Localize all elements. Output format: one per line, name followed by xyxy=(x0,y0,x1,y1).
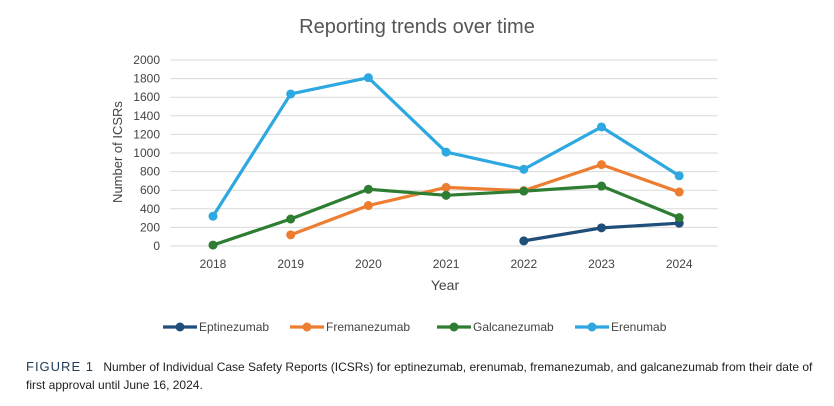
x-tick-labels: 2018 2019 2020 2021 2022 2023 2024 xyxy=(200,257,693,271)
legend-label-galcanezumab: Galcanezumab xyxy=(473,320,554,334)
y-tick-1600: 1600 xyxy=(133,90,160,104)
legend-label-erenumab: Erenumab xyxy=(611,320,667,334)
y-tick-0: 0 xyxy=(153,239,160,253)
y-tick-200: 200 xyxy=(140,220,160,234)
point-eptinezumab-2023 xyxy=(597,223,606,233)
series-line-fremanezumab xyxy=(290,163,680,237)
x-tick-2020: 2020 xyxy=(355,257,382,271)
point-erenumab-2021 xyxy=(441,147,451,157)
y-tick-800: 800 xyxy=(140,165,160,179)
y-axis-label: Number of ICSRs xyxy=(110,101,125,203)
point-erenumab-2018 xyxy=(208,211,218,221)
figure-caption: FIGURE 1 Number of Individual Case Safet… xyxy=(26,358,816,394)
y-tick-1800: 1800 xyxy=(133,72,160,86)
y-tick-1200: 1200 xyxy=(133,127,160,141)
x-axis-label: Year xyxy=(431,277,460,293)
series-lines xyxy=(211,76,681,247)
legend-label-fremanezumab: Fremanezumab xyxy=(326,320,410,334)
x-tick-2022: 2022 xyxy=(510,257,537,271)
point-erenumab-2022 xyxy=(519,164,529,174)
x-tick-2024: 2024 xyxy=(666,257,693,271)
y-tick-400: 400 xyxy=(140,202,160,216)
point-galcanezumab-2024 xyxy=(674,213,684,223)
legend-item-fremanezumab: Fremanezumab xyxy=(290,320,410,334)
point-erenumab-2019 xyxy=(286,89,296,99)
legend-marker-eptinezumab xyxy=(175,322,185,332)
figure-label: FIGURE 1 xyxy=(26,359,94,374)
point-fremanezumab-2019 xyxy=(286,230,296,240)
line-chart: Reporting trends over time 0 200 400 600 800… xyxy=(110,16,718,334)
y-tick-600: 600 xyxy=(140,183,160,197)
x-tick-2021: 2021 xyxy=(433,257,460,271)
point-erenumab-2020 xyxy=(363,73,373,83)
y-tick-1400: 1400 xyxy=(133,109,160,123)
x-tick-2019: 2019 xyxy=(277,257,304,271)
legend-marker-galcanezumab xyxy=(449,322,459,332)
series-points xyxy=(208,73,684,250)
point-galcanezumab-2018 xyxy=(208,240,218,250)
point-fremanezumab-2023 xyxy=(597,160,606,170)
y-tick-1000: 1000 xyxy=(133,146,160,160)
point-galcanezumab-2020 xyxy=(363,184,373,194)
legend-marker-fremanezumab xyxy=(302,322,312,332)
point-galcanezumab-2023 xyxy=(597,181,606,191)
legend-item-erenumab: Erenumab xyxy=(575,320,667,334)
x-tick-2023: 2023 xyxy=(588,257,615,271)
point-fremanezumab-2024 xyxy=(674,187,684,197)
point-erenumab-2024 xyxy=(674,171,684,181)
chart-title: Reporting trends over time xyxy=(299,16,535,38)
point-fremanezumab-2020 xyxy=(363,201,373,211)
legend-item-eptinezumab: Eptinezumab xyxy=(163,320,269,334)
y-tick-2000: 2000 xyxy=(133,53,160,67)
point-eptinezumab-2022 xyxy=(519,236,529,246)
figure-caption-text: Number of Individual Case Safety Reports… xyxy=(26,360,813,392)
legend-marker-erenumab xyxy=(587,322,597,332)
point-galcanezumab-2022 xyxy=(519,186,529,196)
legend-label-eptinezumab: Eptinezumab xyxy=(199,320,269,334)
legend: Eptinezumab Fremanezumab Galcanezumab Erenu… xyxy=(163,320,667,334)
point-galcanezumab-2019 xyxy=(286,214,296,224)
point-galcanezumab-2021 xyxy=(441,190,451,200)
point-erenumab-2023 xyxy=(597,122,606,132)
chart-svg: Reporting trends over time 0 200 400 600 800… xyxy=(110,16,718,334)
y-tick-labels: 0 200 400 600 800 1000 1200 1400 1600 1800 2000 xyxy=(133,53,160,253)
x-tick-2018: 2018 xyxy=(200,257,227,271)
legend-item-galcanezumab: Galcanezumab xyxy=(437,320,554,334)
point-fremanezumab-2021 xyxy=(441,182,451,192)
